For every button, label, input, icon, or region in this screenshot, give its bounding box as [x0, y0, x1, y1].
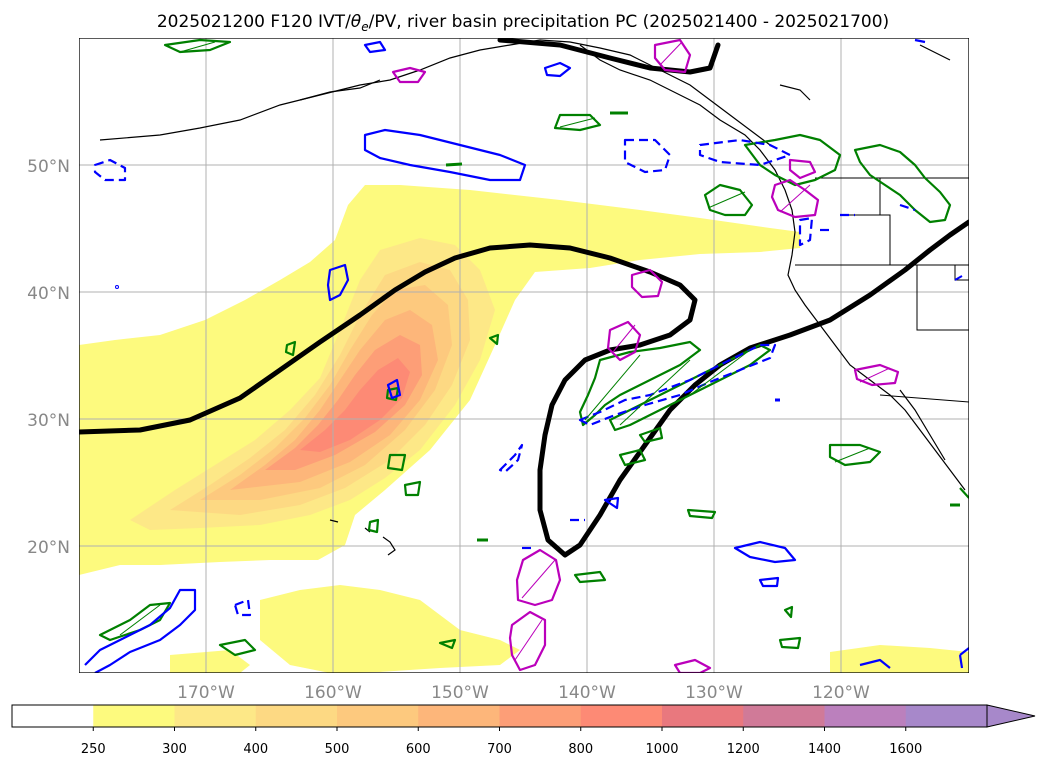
colorbar-tick-label: 800: [568, 742, 593, 757]
lat-label-40n: 40°N: [27, 284, 70, 304]
pv-positive-contours: [98, 38, 969, 657]
colorbar-segment: [93, 705, 175, 727]
colorbar-ticks: 250 300 400 500 600 700 800 1000 1200 1400 1600: [81, 727, 922, 757]
map-panel: [79, 38, 969, 673]
colorbar-tick-label: 500: [325, 742, 350, 757]
colorbar-tick-label: 700: [487, 742, 512, 757]
map-gridlines: [79, 38, 969, 673]
colorbar-segment: [662, 705, 744, 727]
colorbar-tick-label: 300: [162, 742, 187, 757]
colorbar-segment: [580, 705, 663, 727]
colorbar: 250 300 400 500 600 700 800 1000 1200 1400 1600: [11, 704, 1036, 757]
pv-negative-contours: [84, 38, 969, 673]
lat-label-30n: 30°N: [27, 411, 70, 431]
colorbar-segment: [905, 705, 988, 727]
colorbar-tick-label: 1400: [808, 742, 841, 757]
theta-e-contour: [79, 38, 969, 558]
longitude-labels: 170°W 160°W 150°W 140°W 130°W 120°W: [177, 683, 870, 703]
colorbar-segment: [255, 705, 338, 727]
colorbar-segments: [12, 705, 988, 727]
lon-label-150w: 150°W: [431, 683, 489, 703]
colorbar-tick-label: 250: [81, 742, 106, 757]
colorbar-extend-arrow: [986, 704, 1036, 728]
precip-pc-contours: [391, 38, 900, 673]
lon-label-120w: 120°W: [812, 683, 870, 703]
colorbar-tick-label: 600: [406, 742, 431, 757]
lon-label-130w: 130°W: [685, 683, 743, 703]
colorbar-segment: [743, 705, 825, 727]
colorbar-segment: [174, 705, 257, 727]
colorbar-segment: [12, 705, 94, 727]
colorbar-segment: [418, 705, 500, 727]
lat-label-20n: 20°N: [27, 538, 70, 558]
colorbar-tick-label: 1600: [889, 742, 922, 757]
colorbar-tick-label: 400: [243, 742, 268, 757]
lon-label-170w: 170°W: [177, 683, 235, 703]
colorbar-tick-label: 1200: [727, 742, 760, 757]
lon-label-160w: 160°W: [304, 683, 362, 703]
colorbar-segment: [824, 705, 907, 727]
figure-title: 2025021200 F120 IVT/θe/PV, river basin p…: [157, 12, 889, 34]
colorbar-tick-label: 1000: [645, 742, 678, 757]
lon-label-140w: 140°W: [558, 683, 616, 703]
pv-hatch: [119, 41, 871, 636]
colorbar-segment: [499, 705, 582, 727]
latitude-labels: 50°N 40°N 30°N 20°N: [27, 157, 70, 558]
lat-label-50n: 50°N: [27, 157, 70, 177]
colorbar-segment: [337, 705, 419, 727]
coastlines: [99, 39, 969, 556]
